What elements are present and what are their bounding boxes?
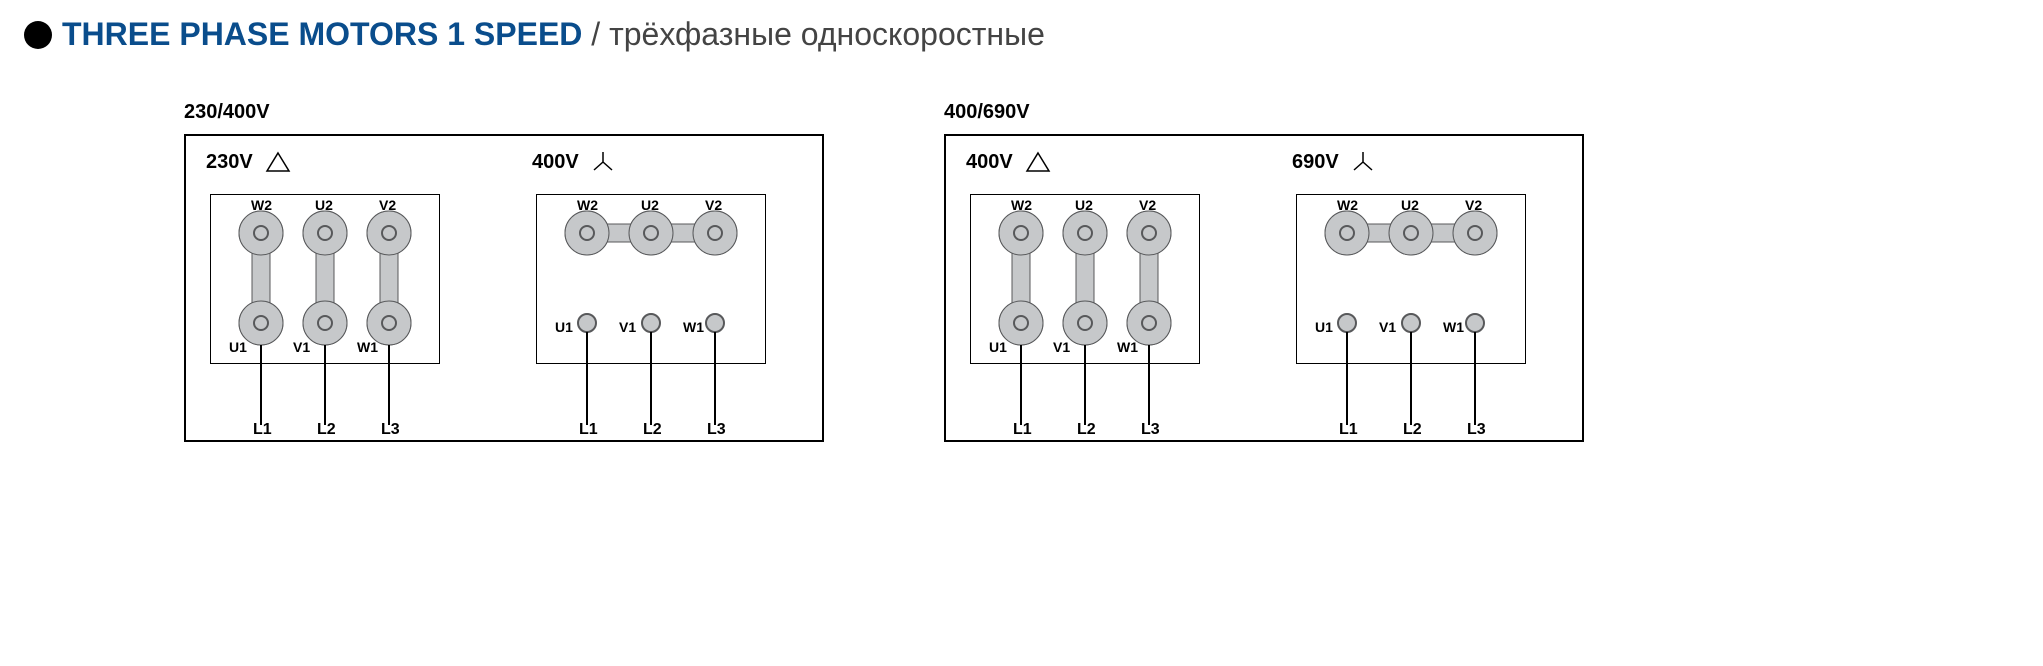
header-title-ru: трёхфазные односкоростные <box>609 16 1045 52</box>
terminal-box: W2U1U2V1V2W1L1L2L3 <box>536 194 766 364</box>
line-label: L3 <box>381 421 400 439</box>
line-label: L2 <box>643 421 662 439</box>
line-label: L1 <box>579 421 598 439</box>
group-box: 230V W2 U1 U2 V1 V2 W1 L1 L2 L3 400V W2 U1 U2 V1 V2 W1 L1… <box>184 134 824 442</box>
wiring-panel: 690V W2 U1 U2 V1 V2 W1 L1 L2 L3 <box>1292 150 1562 440</box>
voltage-group: 400/690V 400V W2 U1 U2 V1 V2 W1 L1 L2 L3 690V W2 U1 U2… <box>944 101 1584 442</box>
terminal-label-top: V2 <box>1465 197 1482 213</box>
line-label: L2 <box>317 421 336 439</box>
terminal-label-bottom: W1 <box>357 339 378 355</box>
terminal-label-bottom: V1 <box>1379 319 1396 335</box>
terminal-label-bottom: U1 <box>989 339 1007 355</box>
line-label: L3 <box>707 421 726 439</box>
terminal-label-top: V2 <box>379 197 396 213</box>
terminal-label-top: U2 <box>1401 197 1419 213</box>
line-label: L1 <box>1013 421 1032 439</box>
terminal-label-bottom: U1 <box>229 339 247 355</box>
line-label: L1 <box>253 421 272 439</box>
wiring-panel: 400V W2 U1 U2 V1 V2 W1 L1 L2 L3 <box>532 150 802 440</box>
panel-voltage-label: 400V <box>966 150 1236 174</box>
line-label: L3 <box>1467 421 1486 439</box>
page-header: THREE PHASE MOTORS 1 SPEED / трёхфазные … <box>24 16 2019 53</box>
wiring-svg <box>971 195 1201 429</box>
terminal-label-bottom: V1 <box>619 319 636 335</box>
terminal-label-bottom: U1 <box>1315 319 1333 335</box>
group-title: 400/690V <box>944 101 1584 124</box>
voltage-group: 230/400V 230V W2 U1 U2 V1 V2 W1 L1 L2 L3 400V W2 U1 U2… <box>184 101 824 442</box>
header-title-en: THREE PHASE MOTORS 1 SPEED <box>62 16 582 52</box>
line-label: L2 <box>1403 421 1422 439</box>
group-title: 230/400V <box>184 101 824 124</box>
delta-icon <box>1025 151 1051 173</box>
header-separator: / <box>582 16 609 52</box>
terminal-label-bottom: V1 <box>293 339 310 355</box>
wiring-svg <box>1297 195 1527 429</box>
terminal-label-bottom: U1 <box>555 319 573 335</box>
wiring-panel: 230V W2 U1 U2 V1 V2 W1 L1 L2 L3 <box>206 150 476 440</box>
terminal-label-top: W2 <box>577 197 598 213</box>
terminal-label-top: U2 <box>641 197 659 213</box>
terminal-label-top: U2 <box>1075 197 1093 213</box>
diagram-row: 230/400V 230V W2 U1 U2 V1 V2 W1 L1 L2 L3 400V W2 U1 U2… <box>24 101 2019 442</box>
terminal-box: W2U1U2V1V2W1L1L2L3 <box>970 194 1200 364</box>
panel-voltage-label: 690V <box>1292 150 1562 174</box>
header-bullet-icon <box>24 21 52 49</box>
panel-voltage-label: 400V <box>532 150 802 174</box>
delta-icon <box>265 151 291 173</box>
panel-voltage-label: 230V <box>206 150 476 174</box>
wiring-svg <box>537 195 767 429</box>
terminal-label-bottom: W1 <box>683 319 704 335</box>
terminal-label-top: V2 <box>1139 197 1156 213</box>
terminal-label-top: V2 <box>705 197 722 213</box>
terminal-box: W2U1U2V1V2W1L1L2L3 <box>1296 194 1526 364</box>
wye-icon <box>591 150 615 174</box>
terminal-label-bottom: W1 <box>1117 339 1138 355</box>
wiring-svg <box>211 195 441 429</box>
terminal-label-top: W2 <box>1337 197 1358 213</box>
terminal-label-bottom: V1 <box>1053 339 1070 355</box>
line-label: L1 <box>1339 421 1358 439</box>
group-box: 400V W2 U1 U2 V1 V2 W1 L1 L2 L3 690V W2 U1 U2 V1 V2 W1 L1… <box>944 134 1584 442</box>
terminal-label-bottom: W1 <box>1443 319 1464 335</box>
line-label: L3 <box>1141 421 1160 439</box>
terminal-label-top: W2 <box>1011 197 1032 213</box>
wiring-panel: 400V W2 U1 U2 V1 V2 W1 L1 L2 L3 <box>966 150 1236 440</box>
terminal-label-top: U2 <box>315 197 333 213</box>
line-label: L2 <box>1077 421 1096 439</box>
header-title: THREE PHASE MOTORS 1 SPEED / трёхфазные … <box>62 16 1045 53</box>
terminal-label-top: W2 <box>251 197 272 213</box>
wye-icon <box>1351 150 1375 174</box>
terminal-box: W2U1U2V1V2W1L1L2L3 <box>210 194 440 364</box>
